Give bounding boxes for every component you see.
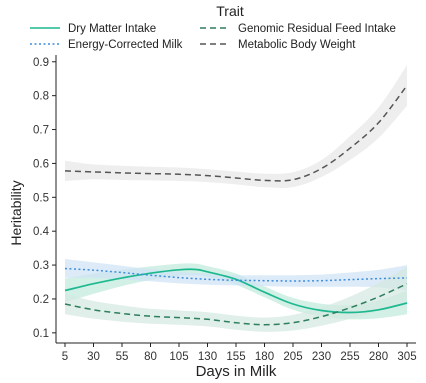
series-line-metabolic-body-weight: [64, 85, 408, 182]
x-tick-label: 155: [226, 351, 245, 363]
legend: Trait Dry Matter Intake Energy-Corrected M…: [30, 3, 396, 51]
ci-band-energy-corrected-milk: [65, 259, 407, 291]
confidence-bands: [65, 65, 407, 332]
y-tick-label: 0.4: [33, 226, 50, 238]
x-tick-label: 205: [283, 351, 302, 363]
x-tick-label: 80: [144, 351, 157, 363]
x-tick-label: 255: [340, 351, 359, 363]
y-tick-label: 0.8: [33, 91, 49, 103]
y-tick-label: 0.2: [33, 294, 49, 306]
x-tick-label: 5: [62, 351, 68, 363]
y-tick-label: 0.7: [33, 125, 49, 137]
x-tick-label: 180: [255, 351, 274, 363]
x-tick-label: 130: [198, 351, 217, 363]
y-tick-label: 0.5: [33, 192, 49, 204]
legend-label: Energy-Corrected Milk: [68, 39, 183, 51]
legend-label: Genomic Residual Feed Intake: [238, 23, 396, 35]
series-lines: [64, 85, 408, 326]
y-tick-label: 0.3: [33, 260, 49, 272]
x-tick-label: 105: [169, 351, 188, 363]
x-tick-label: 305: [397, 351, 416, 363]
y-axis-label: Heritability: [8, 180, 24, 245]
ci-band-metabolic-body-weight: [65, 65, 407, 188]
x-tick-label: 280: [369, 351, 388, 363]
y-tick-label: 0.9: [33, 57, 49, 69]
x-tick-label: 55: [116, 351, 129, 363]
axes: 0.1 0.2 0.3 0.4 0.5 0.6 0.7 0.8 0.9 5 30 55 80 105 130…: [33, 55, 417, 363]
legend-title: Trait: [216, 3, 244, 19]
legend-label: Metabolic Body Weight: [238, 39, 356, 51]
series-line-dry-matter-intake: [64, 268, 408, 314]
y-tick-label: 0.1: [33, 328, 49, 340]
ci-band-genomic-residual-feed-intake: [65, 266, 407, 332]
series-line-energy-corrected-milk: [64, 267, 408, 282]
x-tick-label: 230: [312, 351, 331, 363]
legend-label: Dry Matter Intake: [68, 23, 156, 35]
y-tick-label: 0.6: [33, 158, 49, 170]
x-axis-label: Days in Milk: [196, 363, 277, 380]
x-tick-label: 30: [87, 351, 100, 363]
series-line-genomic-residual-feed-intake: [64, 283, 408, 326]
